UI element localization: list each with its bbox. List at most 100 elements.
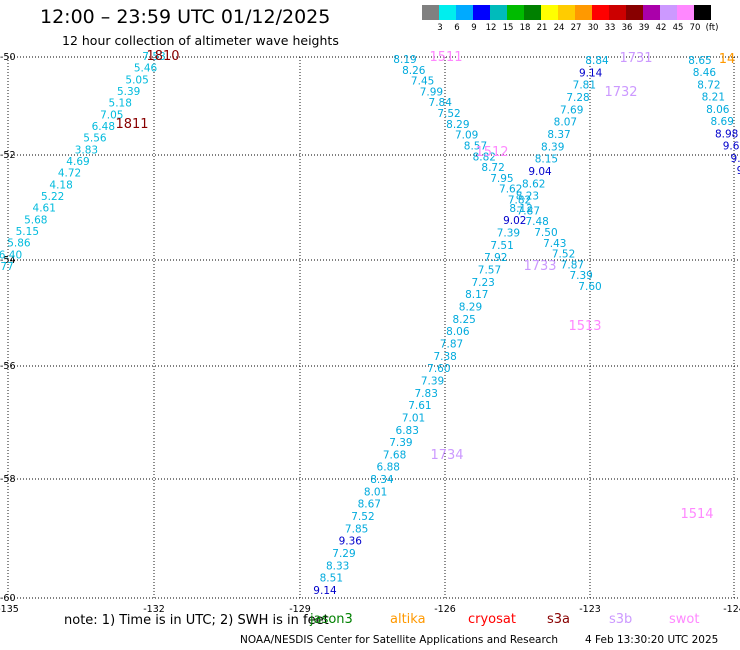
time-label: 1514 (680, 507, 713, 522)
wave-height-label: 9.36 (339, 536, 363, 548)
y-tick-label: -58 (0, 474, 16, 485)
wave-height-label: 8.67 (358, 499, 381, 511)
wave-height-label: 9 (737, 165, 740, 177)
legend-swatch (558, 5, 575, 20)
legend-swatch (626, 5, 643, 20)
legend-label: (ft) (705, 23, 719, 33)
satellite-name: swot (669, 612, 700, 627)
wave-height-label: 4.72 (58, 168, 81, 180)
wave-height-label: 7.52 (351, 511, 374, 523)
satellite-name: altika (390, 612, 426, 627)
legend-swatch (643, 5, 660, 20)
wave-height-label: 7.39 (497, 228, 520, 240)
legend-swatch (490, 5, 507, 20)
satellite-name: jason3 (310, 612, 353, 627)
wave-height-label: 8.33 (326, 560, 349, 572)
wave-height-label: 8.65 (688, 55, 711, 67)
wave-height-label: 8.06 (446, 326, 470, 338)
x-tick-label: -135 (0, 604, 19, 615)
legend-label: 12 (485, 23, 497, 33)
wave-height-label: 8.07 (554, 117, 577, 129)
time-label: 1733 (523, 259, 556, 274)
legend-swatch (439, 5, 456, 20)
legend-swatch (592, 5, 609, 20)
wave-height-label: 7.95 (490, 173, 513, 185)
time-label: 1734 (430, 448, 463, 463)
wave-height-label: 9.02 (503, 215, 526, 227)
legend-swatch (677, 5, 694, 20)
wave-height-label: 8.57 (464, 140, 487, 152)
wave-height-label: 5.46 (134, 63, 158, 75)
wave-height-label: 8.29 (459, 302, 482, 314)
wave-height-label: 8.15 (535, 154, 558, 166)
wave-height-label: 7.83 (415, 388, 438, 400)
y-tick-label: -50 (0, 52, 16, 63)
legend-swatch (507, 5, 524, 20)
wave-height-label: 7.85 (345, 523, 368, 535)
wave-height-label: 8.72 (697, 79, 720, 91)
legend-label: 27 (570, 23, 582, 33)
wave-height-label: 8.51 (320, 573, 343, 585)
y-tick-label: -56 (0, 361, 16, 372)
wave-height-label: 4.69 (66, 156, 89, 168)
wave-height-label: 7.57 (478, 265, 501, 277)
legend-swatch (422, 5, 439, 20)
legend-label: 36 (621, 23, 633, 33)
time-label: 1810 (146, 49, 179, 64)
satellite-name: s3b (609, 612, 633, 627)
wave-height-label: 8.19 (393, 54, 416, 66)
wave-height-label: 7.23 (471, 277, 494, 289)
y-tick-label: -52 (0, 150, 16, 161)
wave-height-label: 7.39 (421, 375, 444, 387)
wave-height-label: 8.69 (711, 116, 734, 128)
wave-height-label: 8.23 (516, 191, 539, 203)
legend-label: 6 (454, 23, 460, 33)
wave-height-label: 7.09 (455, 130, 478, 142)
wave-height-label: 8.46 (693, 67, 717, 79)
wave-height-label: 7.43 (543, 238, 566, 250)
wave-height-label: 7.99 (420, 86, 443, 98)
wave-height-label: 8.37 (547, 129, 570, 141)
wave-height-label: 9.04 (528, 166, 552, 178)
legend-label: 30 (587, 23, 599, 33)
x-tick-label: -124 (723, 604, 740, 615)
legend-label: 15 (502, 23, 514, 33)
x-tick-label: -132 (143, 604, 165, 615)
y-tick-label: -60 (0, 593, 16, 604)
legend-swatch (456, 5, 473, 20)
wave-height-label: 7.52 (437, 108, 460, 120)
wave-height-label: 7.84 (429, 97, 453, 109)
legend-label: 45 (672, 23, 684, 33)
wave-height-label: 8.98 (715, 128, 738, 140)
x-tick-label: -126 (434, 604, 456, 615)
wave-height-label: 7.45 (411, 76, 434, 88)
wave-height-label: 5.68 (24, 214, 47, 226)
wave-height-label: 8.62 (522, 178, 545, 190)
wave-height-label: 7.87 (561, 259, 584, 271)
footer-note: note: 1) Time is in UTC; 2) SWH is in fe… (64, 613, 329, 628)
wave-height-label: 8.39 (541, 141, 564, 153)
time-label: 14 (719, 52, 736, 67)
wave-height-label: 6.48 (92, 121, 115, 133)
legend-swatch (660, 5, 677, 20)
wave-height-label: 7.01 (402, 412, 425, 424)
wave-height-label: 6.88 (377, 462, 400, 474)
wave-height-label: 8.21 (702, 92, 725, 104)
legend-swatch (541, 5, 558, 20)
wave-height-label: 7.68 (383, 449, 406, 461)
wave-height-label: 7.48 (525, 216, 548, 228)
wave-height-label: 7.05 (100, 109, 123, 121)
wave-height-label: 7.28 (566, 92, 589, 104)
wave-height-label: 7.53 (142, 51, 165, 63)
legend-swatch (524, 5, 541, 20)
wave-height-label: 7.62 (499, 184, 522, 196)
time-label: 1512 (475, 145, 508, 160)
wave-height-label: 9.6 (723, 141, 740, 153)
wave-height-label: 7.39 (569, 270, 592, 282)
wave-height-label: 7.38 (433, 351, 456, 363)
wave-height-label: 8.29 (446, 119, 469, 131)
wave-height-label: 5.22 (41, 191, 64, 203)
legend-label: 24 (553, 23, 565, 33)
wave-height-label: 9. (731, 153, 740, 165)
